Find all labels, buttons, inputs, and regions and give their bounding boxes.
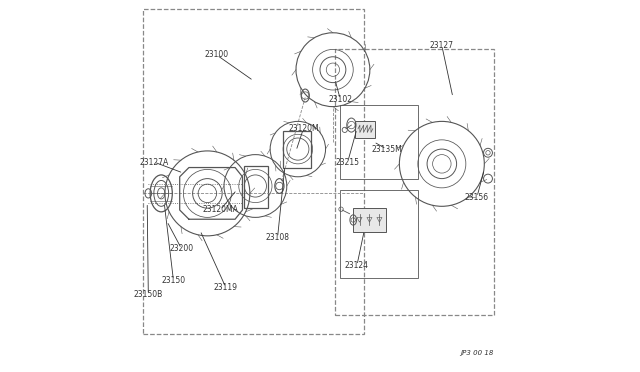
Text: 23156: 23156	[465, 193, 489, 202]
Text: 23135M: 23135M	[371, 145, 402, 154]
FancyBboxPatch shape	[355, 121, 376, 138]
Text: 23200: 23200	[170, 244, 194, 253]
Text: 23119: 23119	[214, 283, 238, 292]
Text: 23150: 23150	[161, 276, 186, 285]
Text: 23120M: 23120M	[288, 124, 319, 133]
Text: 23102: 23102	[328, 95, 352, 104]
Text: 23120MA: 23120MA	[202, 205, 238, 215]
Text: 23150B: 23150B	[134, 291, 163, 299]
Text: 23127: 23127	[430, 41, 454, 50]
Text: 23108: 23108	[266, 233, 289, 242]
Text: 23215: 23215	[336, 157, 360, 167]
Text: 23124: 23124	[345, 261, 369, 270]
Text: 23100: 23100	[205, 51, 228, 60]
FancyBboxPatch shape	[353, 208, 387, 232]
Text: JP3 00 18: JP3 00 18	[460, 350, 493, 356]
Text: 23127A: 23127A	[140, 157, 168, 167]
